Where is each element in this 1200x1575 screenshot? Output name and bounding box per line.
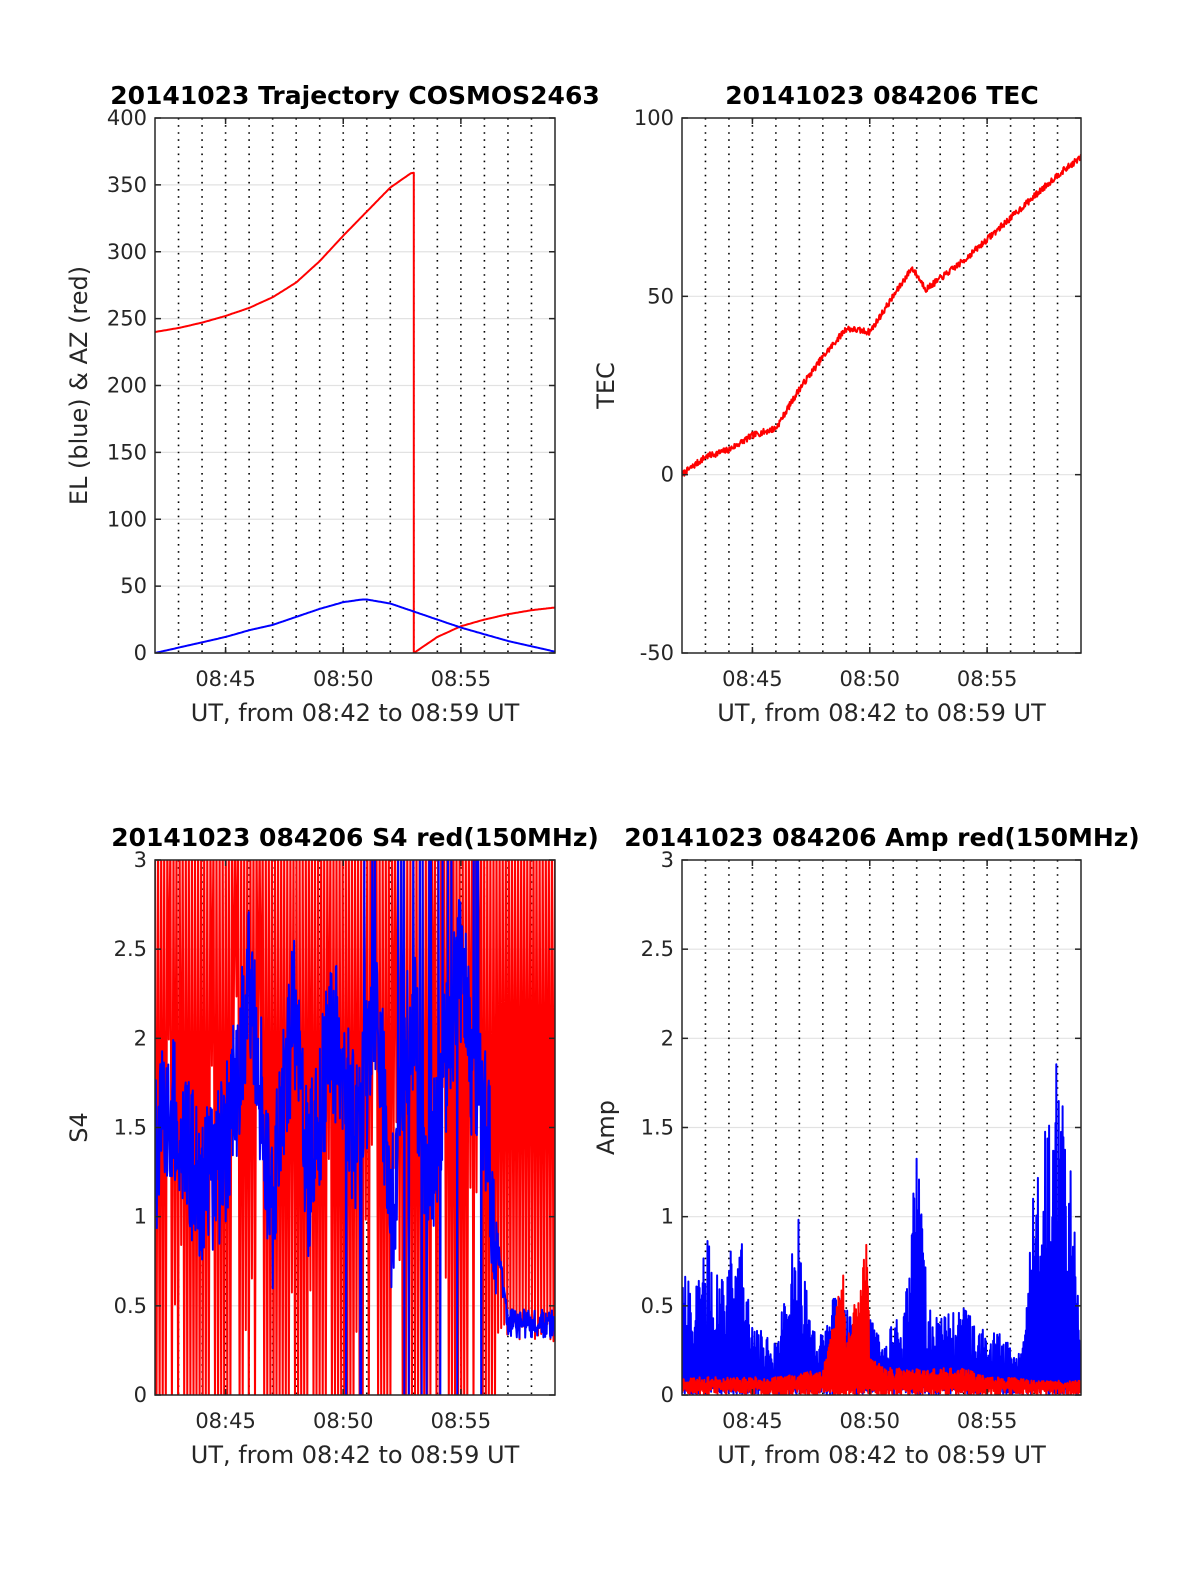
- x-tick-label: 08:50: [839, 1409, 900, 1433]
- y-tick-label: 400: [107, 106, 147, 130]
- panel-trajectory: 0 50 100 150 200 250 300 350 400 08:45 08:50 08:55 2…: [65, 81, 600, 727]
- y-tick-label: 1.5: [114, 1116, 147, 1140]
- y-axis-label: TEC: [592, 362, 620, 410]
- y-tick-label: 1.5: [641, 1116, 674, 1140]
- y-tick-label: 100: [634, 106, 674, 130]
- y-tick-label: 2: [134, 1026, 147, 1050]
- y-tick-label: 0.5: [114, 1294, 147, 1318]
- x-tick-label: 08:55: [957, 1409, 1018, 1433]
- series-line-2: [155, 860, 555, 1395]
- y-tick-label: 0: [134, 641, 147, 665]
- series-group: [155, 171, 555, 653]
- y-tick-label: 200: [107, 374, 147, 398]
- series-line-1: [682, 154, 1081, 477]
- panel-tec: -50 0 50 100 08:45 08:50 08:55 20141023 084206 …: [592, 81, 1082, 727]
- x-tick-label: 08:55: [431, 1409, 492, 1433]
- x-axis-label: UT, from 08:42 to 08:59 UT: [191, 699, 520, 727]
- panel-s4: 0 0.5 1 1.5 2 2.5 3 08:45 08:50 08:55 20141023 084…: [65, 823, 599, 1469]
- x-tick-label: 08:55: [957, 667, 1018, 691]
- series-group: [682, 1063, 1081, 1395]
- plot-area: [682, 118, 1081, 653]
- x-tick-label: 08:45: [722, 667, 783, 691]
- y-axis-label: Amp: [592, 1100, 620, 1155]
- x-tick-label: 08:45: [195, 667, 256, 691]
- y-tick-label: -50: [640, 641, 674, 665]
- y-tick-label: 1: [661, 1205, 674, 1229]
- y-tick-label: 150: [107, 440, 147, 464]
- x-axis-label: UT, from 08:42 to 08:59 UT: [191, 1441, 520, 1469]
- x-tick-label: 08:50: [313, 667, 374, 691]
- panel-amp: 0 0.5 1 1.5 2 2.5 3 08:45 08:50 08:55 20141023 084…: [592, 823, 1140, 1469]
- x-tick-label: 08:50: [313, 1409, 374, 1433]
- y-tick-label: 50: [647, 284, 674, 308]
- x-axis-label: UT, from 08:42 to 08:59 UT: [717, 1441, 1046, 1469]
- y-tick-label: 2: [661, 1026, 674, 1050]
- y-tick-label: 350: [107, 173, 147, 197]
- y-tick-label: 50: [120, 574, 147, 598]
- y-tick-label: 100: [107, 507, 147, 531]
- series-group: [155, 860, 555, 1395]
- series-line-1: [155, 860, 555, 1395]
- x-tick-label: 08:45: [722, 1409, 783, 1433]
- y-tick-label: 0.5: [641, 1294, 674, 1318]
- y-tick-label: 300: [107, 240, 147, 264]
- y-tick-label: 0: [661, 1383, 674, 1407]
- y-tick-label: 3: [134, 848, 147, 872]
- y-tick-label: 0: [134, 1383, 147, 1407]
- series-line-1: [155, 171, 555, 653]
- chart-title: 20141023 084206 Amp red(150MHz): [624, 823, 1140, 852]
- y-tick-label: 3: [661, 848, 674, 872]
- chart-title: 20141023 084206 S4 red(150MHz): [111, 823, 599, 852]
- y-tick-label: 250: [107, 307, 147, 331]
- chart-title: 20141023 Trajectory COSMOS2463: [110, 81, 600, 110]
- series-line-1: [682, 1243, 1081, 1395]
- y-axis-label: S4: [65, 1112, 93, 1143]
- y-tick-label: 0: [661, 463, 674, 487]
- x-tick-label: 08:50: [839, 667, 900, 691]
- chart-title: 20141023 084206 TEC: [725, 81, 1038, 110]
- axes-frame: [681, 117, 1082, 654]
- series-group: [682, 154, 1081, 477]
- x-tick-label: 08:55: [431, 667, 492, 691]
- x-axis-label: UT, from 08:42 to 08:59 UT: [717, 699, 1046, 727]
- y-axis-label: EL (blue) & AZ (red): [65, 266, 93, 505]
- y-tick-label: 1: [134, 1205, 147, 1229]
- x-tick-label: 08:45: [195, 1409, 256, 1433]
- series-line-2: [155, 598, 555, 653]
- y-tick-label: 2.5: [114, 937, 147, 961]
- y-tick-label: 2.5: [641, 937, 674, 961]
